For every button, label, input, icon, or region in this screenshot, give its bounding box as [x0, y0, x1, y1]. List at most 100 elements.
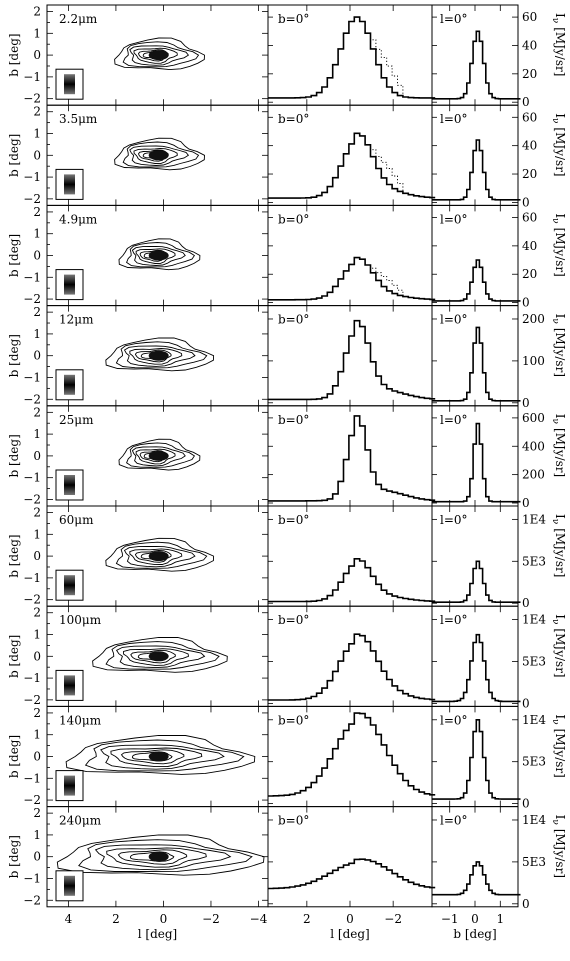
latitude-profile-label: l=0° [440, 12, 468, 26]
map-ytick-label: −1 [23, 871, 41, 885]
map-ylabel: b [deg] [7, 134, 21, 177]
map-contour [65, 734, 256, 775]
map-ytick-label: 0 [33, 349, 41, 363]
right-ylabel-main: I [553, 514, 567, 519]
map-xtick-label: −2 [202, 912, 220, 926]
map-ytick-label: −1 [23, 671, 41, 685]
wavelength-label: 140μm [59, 713, 102, 727]
map-contour [134, 550, 172, 563]
right-ylabel-sub: ν [550, 819, 560, 824]
latitude-profile-line [432, 560, 521, 603]
longitude-profile-label: b=0° [278, 12, 309, 26]
right-ytick-label: 20 [522, 167, 537, 181]
map-ytick-label: 2 [33, 806, 41, 820]
lon-xtick-label: 2 [303, 912, 311, 926]
right-ytick-label: 0 [522, 696, 530, 710]
map-contour [106, 847, 207, 868]
right-ylabel-unit: [MJy/sr] [553, 228, 567, 277]
right-ylabel: Iν [MJy/sr] [550, 714, 567, 777]
right-ylabel-sub: ν [550, 619, 560, 624]
map-ytick-label: 0 [33, 449, 41, 463]
right-ylabel-unit: [MJy/sr] [553, 127, 567, 176]
map-ytick-label: −1 [23, 471, 41, 485]
map-ylabel: b [deg] [7, 434, 21, 477]
lat-xtick-label: 1 [496, 912, 504, 926]
right-ylabel-main: I [553, 213, 567, 218]
map-ytick-label: 0 [33, 850, 41, 864]
latitude-profile-line [432, 139, 521, 201]
map-contour [78, 839, 253, 873]
lat-xlabel: b [deg] [453, 927, 496, 941]
right-ylabel-sub: ν [550, 118, 560, 123]
beam-shape [64, 174, 75, 195]
right-ylabel-main: I [553, 815, 567, 820]
right-ylabel: Iν [MJy/sr] [550, 213, 567, 276]
map-core [148, 651, 169, 662]
map-ytick-label: 0 [33, 148, 41, 162]
map-contour [130, 649, 176, 664]
longitude-profile-line [268, 132, 436, 199]
right-ytick-label: 5E3 [522, 855, 546, 869]
map-xtick-label: 0 [160, 912, 168, 926]
right-ytick-label: 600 [522, 411, 545, 425]
map-contour [110, 747, 203, 768]
map-contour [129, 851, 175, 862]
map-ytick-label: 0 [33, 549, 41, 563]
beam-shape [64, 74, 75, 95]
right-ytick-label: 5E3 [522, 755, 546, 769]
map-ylabel: b [deg] [7, 33, 21, 76]
right-ylabel-sub: ν [550, 218, 560, 223]
longitude-profile-line [268, 256, 436, 301]
map-contour [134, 349, 172, 363]
map-ylabel: b [deg] [7, 635, 21, 678]
map-contour [123, 545, 196, 568]
map-ytick-label: 1 [33, 26, 41, 40]
map-contour [137, 49, 169, 62]
right-ytick-label: 5E3 [522, 654, 546, 668]
lon-xtick-label: 0 [346, 912, 354, 926]
right-ytick-label: 200 [522, 468, 545, 482]
map-contour [129, 548, 183, 566]
map-ytick-label: −1 [23, 571, 41, 585]
map-contour [56, 834, 265, 876]
right-ylabel-main: I [553, 314, 567, 319]
map-ytick-label: −2 [23, 793, 41, 807]
map-contour [139, 249, 168, 262]
figure-row: 2 1 0 −1 −2 b [deg] 140μm b=0° l=0° 0 5E3 1E4 Iν [MJy… [7, 705, 567, 811]
map-contour [131, 751, 173, 762]
right-ytick-label: 200 [522, 312, 545, 326]
figure-row: 2 1 0 −1 −2 b [deg] 240μm b=0° l=0° 0 5E3 1E4 Iν [MJy… [7, 806, 567, 911]
wavelength-label: 2.2μm [59, 12, 98, 26]
map-core [148, 150, 169, 161]
beam-shape [64, 775, 75, 796]
right-ytick-label: 40 [522, 139, 537, 153]
beam-shape [64, 374, 75, 395]
wavelength-label: 60μm [59, 513, 94, 527]
wavelength-label: 4.9μm [59, 212, 98, 226]
map-core [148, 250, 169, 261]
right-ylabel: Iν [MJy/sr] [550, 13, 567, 76]
lat-xtick-label: −1 [441, 912, 459, 926]
map-contour [123, 648, 190, 666]
latitude-profile-label: l=0° [440, 613, 468, 627]
latitude-profile-label: l=0° [440, 713, 468, 727]
latitude-profile-label: l=0° [440, 313, 468, 327]
map-ylabel: b [deg] [7, 334, 21, 377]
figure-row: 2 1 0 −1 −2 b [deg] 60μm b=0° l=0° 0 5E3 1E4 Iν [MJy/… [7, 505, 567, 610]
map-ytick-label: 2 [33, 606, 41, 620]
map-contour [133, 47, 178, 64]
map-ytick-label: 1 [33, 327, 41, 341]
right-ytick-label: 0 [522, 596, 530, 610]
map-core [148, 751, 169, 762]
map-core [148, 350, 169, 361]
right-ylabel-unit: [MJy/sr] [553, 27, 567, 76]
map-core [148, 450, 169, 461]
right-ylabel: Iν [MJy/sr] [550, 514, 567, 577]
right-ytick-label: 40 [522, 38, 537, 52]
beam-shape [64, 675, 75, 696]
right-ylabel-main: I [553, 414, 567, 419]
right-ytick-label: 1E4 [522, 813, 546, 827]
map-contour [131, 446, 186, 467]
map-contour [114, 137, 205, 171]
map-contour [131, 245, 186, 266]
